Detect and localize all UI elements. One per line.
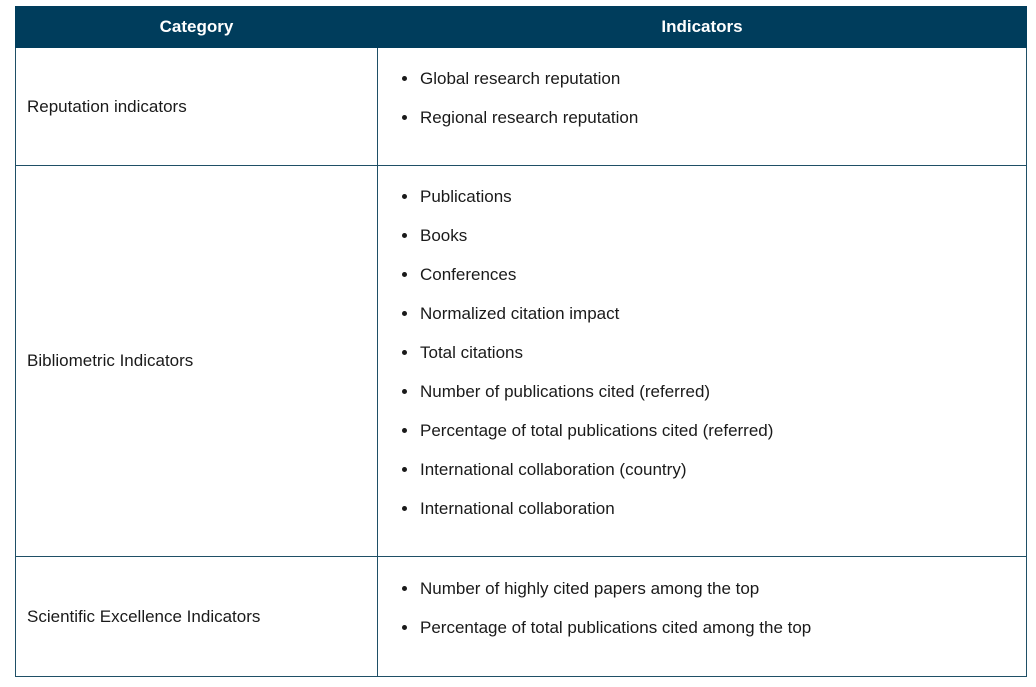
indicator-text: Number of publications cited (referred): [420, 382, 711, 401]
indicator-text: Percentage of total publications cited (…: [420, 421, 774, 440]
indicator-list: Global research reputation Regional rese…: [378, 69, 1026, 128]
bullet-icon: [402, 428, 407, 433]
indicator-text: Total citations: [420, 343, 523, 362]
indicators-cell: Global research reputation Regional rese…: [377, 47, 1027, 166]
bullet-icon: [402, 586, 407, 591]
indicator-list: Number of highly cited papers among the …: [378, 579, 1026, 638]
table-header-row: Category Indicators: [15, 6, 1027, 48]
bullet-icon: [402, 76, 407, 81]
bullet-icon: [402, 625, 407, 630]
indicator-list: Publications Books Conferences Normalize…: [378, 187, 1026, 519]
bullet-icon: [402, 233, 407, 238]
indicators-cell: Publications Books Conferences Normalize…: [377, 165, 1027, 557]
indicator-text: Regional research reputation: [420, 108, 639, 127]
bullet-icon: [402, 115, 407, 120]
bullet-icon: [402, 194, 407, 199]
indicator-text: Books: [420, 226, 468, 245]
indicators-cell: Number of highly cited papers among the …: [377, 556, 1027, 677]
indicator-text: Normalized citation impact: [420, 304, 620, 323]
bullet-icon: [402, 311, 407, 316]
list-item: Conferences: [378, 265, 1026, 285]
indicators-table-container: Category Indicators Reputation indicator…: [15, 6, 1027, 677]
list-item: Percentage of total publications cited (…: [378, 421, 1026, 441]
list-item: Number of publications cited (referred): [378, 382, 1026, 402]
list-item: Regional research reputation: [378, 108, 1026, 128]
indicator-text: Global research reputation: [420, 69, 621, 88]
category-cell: Reputation indicators: [15, 47, 378, 166]
list-item: International collaboration: [378, 499, 1026, 519]
indicators-table: Category Indicators Reputation indicator…: [15, 6, 1027, 677]
list-item: Books: [378, 226, 1026, 246]
list-item: Number of highly cited papers among the …: [378, 579, 1026, 599]
category-cell: Bibliometric Indicators: [15, 165, 378, 557]
list-item: Publications: [378, 187, 1026, 207]
table-row: Scientific Excellence Indicators Number …: [15, 556, 1027, 677]
indicator-text: Conferences: [420, 265, 517, 284]
table-row: Reputation indicators Global research re…: [15, 47, 1027, 166]
bullet-icon: [402, 506, 407, 511]
list-item: Normalized citation impact: [378, 304, 1026, 324]
header-category: Category: [15, 6, 378, 48]
bullet-icon: [402, 467, 407, 472]
bullet-icon: [402, 272, 407, 277]
bullet-icon: [402, 350, 407, 355]
bullet-icon: [402, 389, 407, 394]
header-indicators: Indicators: [377, 6, 1027, 48]
list-item: Percentage of total publications cited a…: [378, 618, 1026, 638]
indicator-text: International collaboration: [420, 499, 615, 518]
indicator-text: Percentage of total publications cited a…: [420, 618, 812, 637]
indicator-text: Number of highly cited papers among the …: [420, 579, 760, 598]
table-row: Bibliometric Indicators Publications Boo…: [15, 165, 1027, 557]
category-cell: Scientific Excellence Indicators: [15, 556, 378, 677]
list-item: Global research reputation: [378, 69, 1026, 89]
indicator-text: International collaboration (country): [420, 460, 687, 479]
list-item: Total citations: [378, 343, 1026, 363]
indicator-text: Publications: [420, 187, 512, 206]
list-item: International collaboration (country): [378, 460, 1026, 480]
